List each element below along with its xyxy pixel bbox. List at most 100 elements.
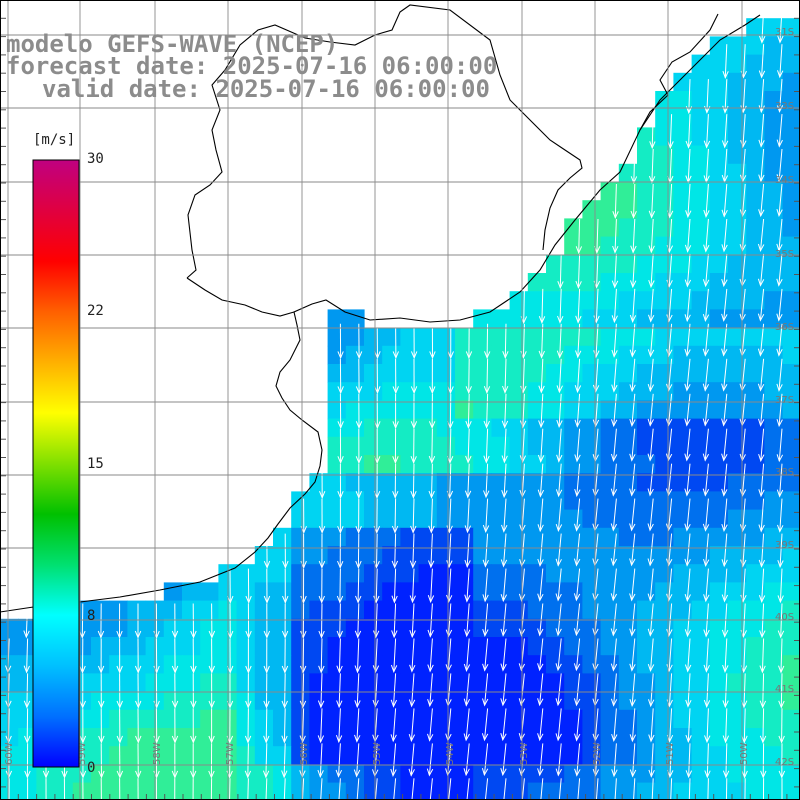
wind-arrow — [647, 498, 654, 532]
field-cell — [491, 436, 511, 456]
field-cell — [509, 764, 529, 784]
lat-label: 41S — [775, 684, 794, 695]
field-cell — [382, 764, 401, 784]
field-cell — [400, 327, 420, 347]
field-cell — [364, 473, 383, 492]
wind-arrow — [702, 288, 710, 322]
field-cell — [182, 782, 201, 800]
field-cell — [618, 182, 638, 201]
field-cell — [582, 655, 602, 674]
field-cell — [382, 655, 401, 674]
field-cell — [673, 728, 693, 747]
wind-arrow — [684, 428, 691, 462]
wind-arrow — [481, 708, 489, 742]
field-cell — [418, 327, 438, 347]
wind-arrow — [648, 148, 656, 184]
field-cell — [746, 236, 765, 256]
field-cell — [473, 527, 492, 547]
field-cell — [728, 382, 747, 401]
wind-arrow — [702, 393, 710, 427]
field-cell — [691, 273, 711, 292]
field-cell — [491, 400, 511, 420]
wind-arrow — [647, 638, 655, 672]
field-cell — [345, 600, 365, 620]
wind-arrow — [501, 393, 509, 429]
field-cell — [455, 728, 474, 747]
field-cell — [782, 436, 800, 456]
field-cell — [782, 637, 800, 656]
field-cell — [236, 782, 256, 800]
wind-arrow — [757, 218, 765, 252]
field-cell — [673, 182, 693, 201]
field-cell — [509, 473, 529, 492]
field-cell — [728, 782, 747, 800]
field-cell — [327, 637, 347, 656]
field-cell — [163, 582, 183, 602]
wind-arrow — [483, 358, 491, 394]
field-cell — [491, 637, 511, 656]
wind-arrow — [190, 638, 197, 674]
field-cell — [637, 291, 656, 310]
field-cell — [327, 473, 347, 492]
field-cell — [291, 527, 310, 547]
wind-arrow — [630, 218, 637, 254]
field-cell — [655, 655, 674, 674]
field-cell — [564, 564, 583, 583]
wind-arrow — [428, 463, 435, 499]
wind-arrow — [629, 323, 636, 358]
wind-arrow — [354, 708, 361, 743]
field-cell — [345, 364, 365, 383]
field-cell — [691, 491, 711, 511]
wind-arrow — [758, 533, 766, 568]
field-cell — [782, 291, 800, 310]
wind-arrow — [741, 708, 748, 744]
field-cell — [655, 455, 674, 474]
longitude-labels: 60W 59W 58W 57W 56W 55W 54W 53W 52W 51W 50W — [4, 742, 750, 765]
wind-arrow — [629, 568, 636, 602]
field-cell — [527, 673, 547, 693]
wind-arrow — [721, 323, 728, 357]
field-cell — [327, 673, 347, 693]
field-cell — [491, 327, 511, 347]
field-cell — [509, 382, 529, 401]
field-cell — [691, 564, 711, 583]
wind-arrow — [190, 673, 197, 709]
colorbar-unit: [m/s] — [33, 132, 76, 148]
field-cell — [254, 600, 274, 620]
wind-arrow — [651, 778, 654, 800]
field-cell — [564, 236, 583, 256]
wind-arrow — [190, 743, 197, 779]
wind-arrow — [355, 428, 363, 464]
wind-arrow — [574, 428, 581, 463]
field-cell — [564, 546, 583, 565]
field-cell — [618, 509, 638, 529]
field-cell — [637, 127, 656, 147]
field-cell — [600, 200, 620, 219]
field-cell — [782, 364, 800, 383]
wind-arrow — [757, 288, 765, 322]
wind-arrow — [556, 428, 563, 463]
field-cell — [600, 546, 620, 565]
field-cell — [163, 655, 183, 674]
wind-arrow — [281, 708, 288, 744]
field-cell — [709, 327, 729, 347]
wind-arrow — [336, 568, 344, 604]
field-cell — [273, 709, 292, 729]
field-cell — [655, 709, 674, 729]
wind-arrow — [614, 778, 617, 800]
field-cell — [782, 145, 800, 165]
field-cell — [527, 327, 547, 347]
field-cell — [600, 400, 620, 420]
field-cell — [582, 218, 602, 238]
wind-arrow — [684, 393, 691, 427]
field-cell — [382, 400, 401, 420]
field-cell — [109, 691, 128, 711]
field-cell — [546, 455, 565, 474]
field-cell — [509, 600, 529, 620]
field-cell — [564, 218, 583, 238]
field-cell — [618, 709, 638, 729]
field-cell — [600, 473, 620, 492]
wind-arrow — [299, 638, 307, 674]
wind-arrow — [245, 603, 252, 639]
wind-arrow — [776, 393, 783, 428]
